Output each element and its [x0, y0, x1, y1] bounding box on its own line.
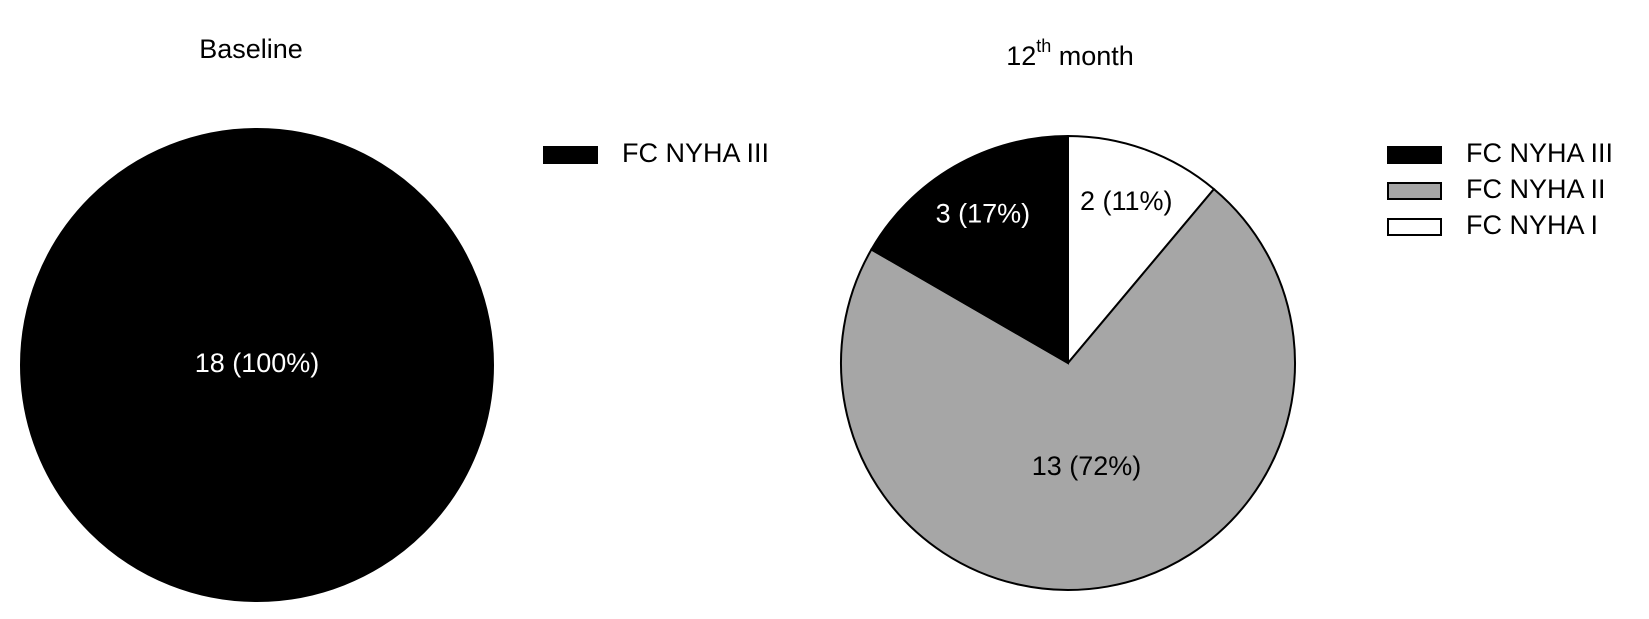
data-label: 2 (11%) — [1080, 186, 1173, 216]
chart-title: 12th month — [1006, 36, 1134, 71]
data-label: 3 (17%) — [936, 199, 1031, 229]
chart-title: Baseline — [199, 34, 303, 64]
legend-label: FC NYHA III — [622, 138, 769, 168]
legend-swatch — [1387, 182, 1442, 200]
legend-swatch — [1387, 146, 1442, 164]
legend-swatch — [1387, 218, 1442, 236]
pie-slice — [840, 187, 1296, 591]
legend-label: FC NYHA I — [1466, 210, 1598, 240]
legend-label: FC NYHA II — [1466, 174, 1606, 204]
pie-slice — [1067, 134, 1216, 366]
pie-slice — [20, 128, 494, 602]
data-label: 18 (100%) — [195, 348, 320, 378]
legend-label: FC NYHA III — [1466, 138, 1613, 168]
data-label: 13 (72%) — [1032, 451, 1142, 481]
pie-slice — [870, 134, 1069, 365]
legend-swatch — [543, 146, 598, 164]
